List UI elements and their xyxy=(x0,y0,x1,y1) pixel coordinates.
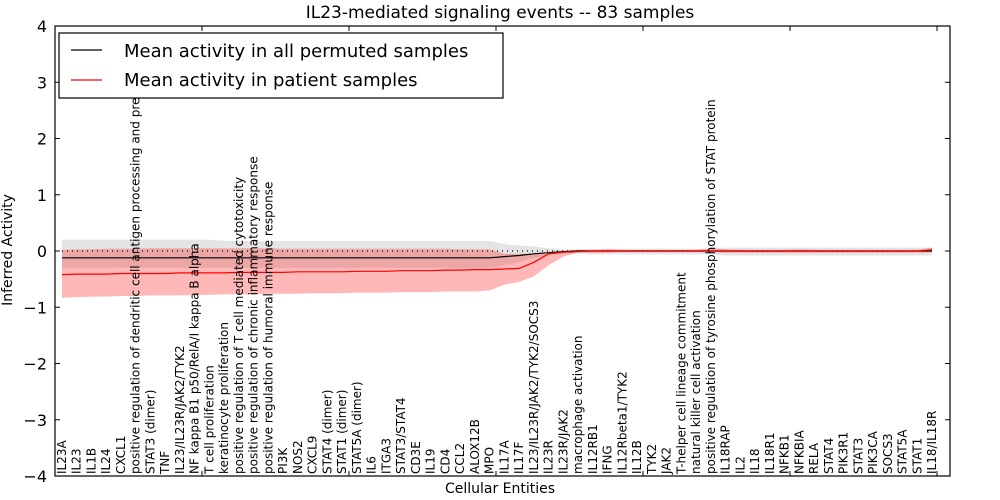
category-label: positive regulation of humoral immune re… xyxy=(261,182,275,474)
plot-area-frame xyxy=(54,25,951,477)
category-label: RELA xyxy=(807,442,821,474)
chart-title: IL23-mediated signaling events -- 83 sam… xyxy=(306,3,695,23)
category-label: IL18RAP xyxy=(719,425,733,474)
category-label: PIK3R1 xyxy=(837,432,851,474)
category-label: PIK3CA xyxy=(866,430,880,474)
category-label: ALOX12B xyxy=(468,419,482,474)
category-label: SOCS3 xyxy=(881,433,895,474)
category-label: CD4 xyxy=(438,449,452,474)
category-label: TNF xyxy=(158,451,172,475)
category-label: T cell proliferation xyxy=(203,365,217,475)
category-label: STAT3 xyxy=(851,438,865,474)
category-label: ITGA3 xyxy=(379,438,393,474)
category-label: IL23R xyxy=(542,440,556,474)
category-labels: IL23A IL23 IL1B IL24 CXCL1 positive regulatio… xyxy=(55,41,939,475)
confidence-bands xyxy=(62,239,932,298)
category-label: STAT3 (dimer) xyxy=(144,390,158,474)
y-tick-label: −1 xyxy=(23,298,47,317)
series-line-patient xyxy=(61,249,933,276)
x-axis-title: Cellular Entities xyxy=(445,481,555,497)
category-label: IL19 xyxy=(424,449,438,475)
category-label: IL23/IL23R/JAK2/TYK2/SOCS3 xyxy=(527,301,541,474)
category-label: IFNG xyxy=(601,445,615,474)
y-tick-label: 0 xyxy=(37,242,47,261)
y-tick-label: 2 xyxy=(37,130,47,149)
category-label: IL17F xyxy=(512,442,526,474)
category-label: IL23/IL23R/JAK2/TYK2 xyxy=(173,345,187,474)
category-label: IL23R/JAK2 xyxy=(556,409,570,474)
legend-box xyxy=(58,32,504,99)
category-label: IL12B xyxy=(630,440,644,474)
category-label: positive regulation of dendritic cell an… xyxy=(129,41,143,474)
category-label: IL23 xyxy=(70,449,84,475)
category-label: IL18 xyxy=(748,449,762,475)
category-label: IL23A xyxy=(55,440,69,474)
category-label: JAK2 xyxy=(660,447,674,475)
category-label: CXCL1 xyxy=(114,436,128,474)
axis-ticks: −4 −3 −2 −1 0 1 2 3 4 xyxy=(23,17,950,486)
category-label: positive regulation of chronic inflammat… xyxy=(247,156,261,474)
y-tick-label: 1 xyxy=(37,186,47,205)
series-lines xyxy=(61,249,933,276)
category-label: STAT3/STAT4 xyxy=(394,397,408,474)
category-label: IL6 xyxy=(365,456,379,474)
category-label: MPO xyxy=(483,447,497,474)
y-tick-label: −2 xyxy=(23,355,47,374)
category-label: CD3E xyxy=(409,441,423,474)
category-label: TYK2 xyxy=(645,444,659,475)
y-tick-label: −4 xyxy=(23,467,47,486)
category-label: STAT1 xyxy=(910,438,924,474)
category-label: IL18/IL18R xyxy=(925,411,939,474)
band-patient xyxy=(62,247,932,298)
band-permuted xyxy=(62,239,932,268)
category-label: STAT4 xyxy=(822,438,836,474)
y-tick-label: 3 xyxy=(37,73,47,92)
category-label: PI3K xyxy=(276,447,290,474)
category-label: CCL2 xyxy=(453,443,467,474)
category-label: IL18R1 xyxy=(763,433,777,474)
category-label: STAT4 (dimer) xyxy=(320,390,334,474)
category-label: CXCL9 xyxy=(306,436,320,474)
legend-label-patient: Mean activity in patient samples xyxy=(124,70,418,91)
category-label: STAT1 (dimer) xyxy=(335,390,349,474)
category-label: IL12RB1 xyxy=(586,424,600,474)
category-label: IL2 xyxy=(733,456,747,474)
y-tick-label: 4 xyxy=(37,17,47,36)
category-label: macrophage activation xyxy=(571,336,585,474)
y-axis-title: Inferred Activity xyxy=(0,194,16,306)
category-label: STAT5A (dimer) xyxy=(350,381,364,474)
category-label: positive regulation of tyrosine phosphor… xyxy=(704,99,718,474)
category-label: NF kappa B1 p50/RelA/I kappa B alpha xyxy=(188,243,202,474)
category-label: NFKB1 xyxy=(778,434,792,474)
category-label: natural killer cell activation xyxy=(689,310,703,474)
y-tick-label: −3 xyxy=(23,411,47,430)
legend-label-permuted: Mean activity in all permuted samples xyxy=(124,41,468,62)
legend: Mean activity in all permuted samples Me… xyxy=(58,32,504,99)
category-label: NOS2 xyxy=(291,440,305,474)
category-label: IL24 xyxy=(99,449,113,475)
category-label: T-helper cell lineage commitment xyxy=(674,272,688,475)
category-label: positive regulation of T cell mediated c… xyxy=(232,177,246,474)
category-label: IL17A xyxy=(497,440,511,474)
category-label: keratinocyte proliferation xyxy=(217,322,231,474)
category-label: STAT5A xyxy=(896,429,910,474)
category-label: IL1B xyxy=(85,448,99,474)
category-label: IL12Rbeta1/TYK2 xyxy=(615,371,629,474)
category-label: NFKBIA xyxy=(792,429,806,474)
